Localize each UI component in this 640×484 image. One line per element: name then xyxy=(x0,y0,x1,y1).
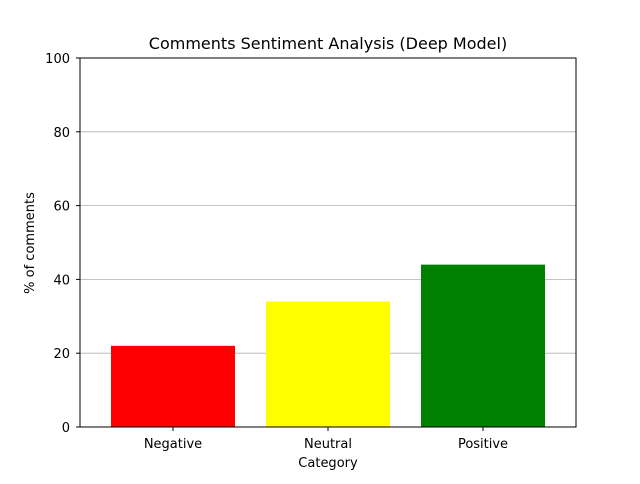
y-tick-label: 100 xyxy=(45,52,70,67)
y-tick-label: 60 xyxy=(53,200,70,215)
y-tick-label: 40 xyxy=(53,273,70,288)
y-tick-label: 0 xyxy=(62,421,70,436)
x-tick-label-positive: Positive xyxy=(458,437,508,452)
x-axis-label: Category xyxy=(298,456,358,471)
y-axis: 0 20 40 60 80 100 xyxy=(45,52,80,436)
y-axis-label: % of comments xyxy=(23,192,38,294)
y-tick-label: 20 xyxy=(53,347,70,362)
bar-neutral xyxy=(266,301,390,427)
bar-positive xyxy=(421,264,545,427)
x-tick-label-negative: Negative xyxy=(144,437,202,452)
bar-negative xyxy=(111,345,235,427)
x-axis: Negative Neutral Positive xyxy=(144,427,508,452)
chart-title: Comments Sentiment Analysis (Deep Model) xyxy=(149,34,507,53)
bars xyxy=(111,264,545,427)
y-tick-label: 80 xyxy=(53,126,70,141)
x-tick-label-neutral: Neutral xyxy=(304,437,352,452)
